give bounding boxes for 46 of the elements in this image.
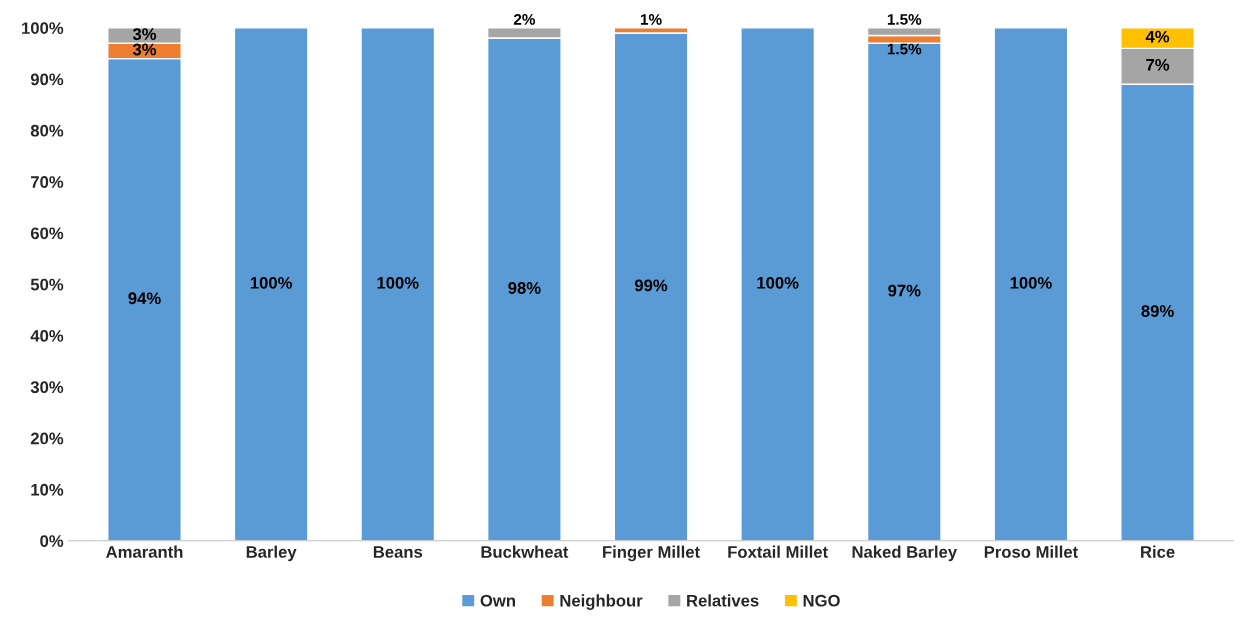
legend-label: Relatives — [687, 594, 759, 607]
data-label: 1% — [640, 14, 662, 25]
data-label: 2% — [513, 13, 536, 25]
y-tick-label: 90% — [30, 73, 64, 86]
y-tick-label: 10% — [31, 483, 64, 496]
data-label: 1.5% — [887, 43, 922, 55]
data-label: 89% — [1141, 305, 1174, 317]
data-label: 7% — [1146, 58, 1170, 71]
bar — [360, 27, 436, 541]
x-tick-label: Beans — [373, 546, 423, 558]
y-tick-label: 20% — [30, 432, 64, 445]
x-tick-label: Amaranth — [106, 545, 183, 558]
x-tick-label: Buckwheat — [481, 545, 569, 558]
x-tick-label: Proso Millet — [984, 545, 1078, 558]
data-label: 100% — [377, 276, 419, 289]
x-tick-label: Foxtail Millet — [728, 545, 828, 558]
y-tick-label: 50% — [30, 278, 64, 291]
x-tick-label: Finger Millet — [603, 545, 700, 562]
data-label: 100% — [250, 276, 293, 289]
data-label: 99% — [634, 279, 668, 292]
bar — [993, 27, 1069, 541]
y-tick-label: 40% — [30, 329, 64, 342]
data-label: 3% — [132, 28, 157, 40]
data-label: 100% — [757, 276, 799, 289]
x-tick-label: Naked Barley — [852, 545, 958, 562]
data-label: 97% — [888, 284, 921, 297]
y-tick-label: 70% — [31, 176, 64, 188]
data-label: 3% — [132, 43, 157, 56]
x-tick-label: Barley — [246, 545, 297, 562]
bar — [233, 27, 309, 541]
y-tick-label: 100% — [22, 22, 64, 35]
legend-label: Own — [480, 594, 515, 607]
bar — [613, 32, 689, 541]
y-tick-label: 60% — [30, 227, 64, 240]
data-label: 98% — [508, 282, 541, 294]
data-label: 94% — [128, 292, 161, 305]
legend-label: NGO — [803, 594, 840, 607]
data-label: 4% — [1145, 30, 1170, 43]
y-tick-label: 30% — [30, 381, 64, 394]
data-label: 1.5% — [887, 14, 922, 25]
x-tick-label: Rice — [1141, 545, 1175, 558]
y-tick-label: 0% — [40, 535, 64, 547]
data-label: 100% — [1010, 276, 1052, 289]
y-tick-label: 80% — [30, 124, 64, 137]
legend-label: Neighbour — [560, 594, 643, 610]
bar — [740, 27, 816, 541]
